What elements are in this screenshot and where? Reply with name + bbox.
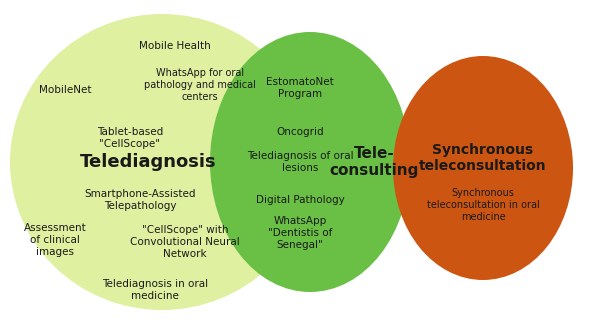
Ellipse shape xyxy=(210,32,410,292)
Text: Synchronous
teleconsultation in oral
medicine: Synchronous teleconsultation in oral med… xyxy=(427,188,539,222)
Text: Smartphone-Assisted
Telepathology: Smartphone-Assisted Telepathology xyxy=(84,189,196,211)
Text: Telediagnosis: Telediagnosis xyxy=(80,153,217,171)
Text: Synchronous
teleconsultation: Synchronous teleconsultation xyxy=(419,143,547,173)
Text: MobileNet: MobileNet xyxy=(39,85,91,95)
Text: "CellScope" with
Convolutional Neural
Network: "CellScope" with Convolutional Neural Ne… xyxy=(130,226,240,259)
Text: Tele-
consulting: Tele- consulting xyxy=(329,146,419,178)
Text: Oncogrid: Oncogrid xyxy=(276,127,324,137)
Text: EstomatoNet
Program: EstomatoNet Program xyxy=(266,77,334,99)
Ellipse shape xyxy=(393,56,573,280)
Ellipse shape xyxy=(10,14,314,310)
Text: WhatsApp
"Dentistis of
Senegal": WhatsApp "Dentistis of Senegal" xyxy=(268,216,332,249)
Text: Telediagnosis in oral
medicine: Telediagnosis in oral medicine xyxy=(102,279,208,301)
Text: Digital Pathology: Digital Pathology xyxy=(256,195,344,205)
Text: Assessment
of clinical
images: Assessment of clinical images xyxy=(23,224,86,257)
Text: Telediagnosis of oral
lesions: Telediagnosis of oral lesions xyxy=(247,151,353,173)
Text: WhatsApp for oral
pathology and medical
centers: WhatsApp for oral pathology and medical … xyxy=(144,68,256,102)
Text: Mobile Health: Mobile Health xyxy=(139,41,211,51)
Text: Tablet-based
"CellScope": Tablet-based "CellScope" xyxy=(97,127,163,149)
